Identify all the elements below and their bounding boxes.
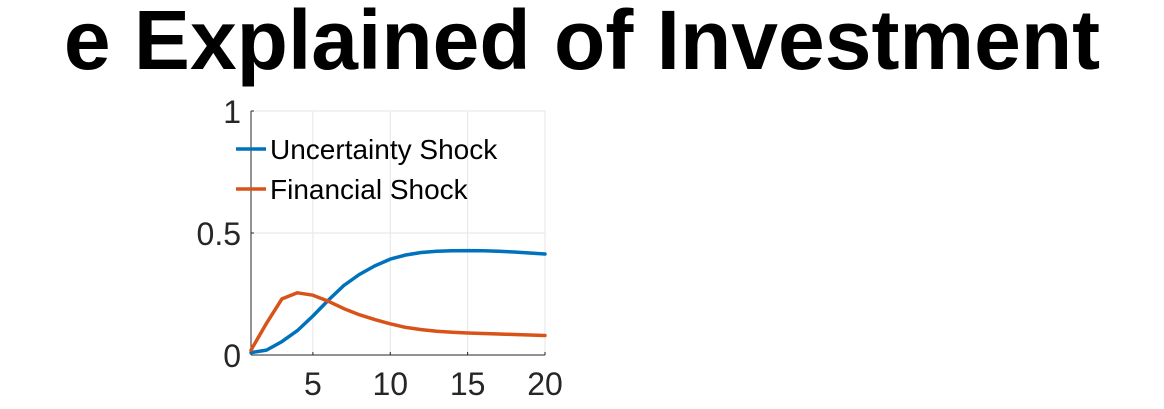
- y-tick-label-1: 0.5: [197, 216, 241, 252]
- legend-label-0: Uncertainty Shock: [270, 134, 498, 165]
- y-tick-label-0: 0: [223, 338, 241, 374]
- x-tick-label-3: 20: [527, 366, 563, 402]
- x-tick-label-2: 15: [450, 366, 486, 402]
- x-tick-label-1: 10: [372, 366, 408, 402]
- y-tick-label-2: 1: [223, 94, 241, 130]
- series-lines: [249, 248, 547, 355]
- legend-label-1: Financial Shock: [270, 174, 469, 205]
- axes: [250, 110, 546, 356]
- x-tick-label-0: 5: [304, 366, 322, 402]
- series-line-0: [249, 248, 547, 355]
- series-line-1: [249, 291, 547, 352]
- chart-title: e Explained of Investment: [63, 0, 1101, 87]
- legend: Uncertainty Shock Financial Shock: [236, 134, 498, 205]
- tick-labels: 5 10 15 20 0 0.5 1: [197, 94, 563, 402]
